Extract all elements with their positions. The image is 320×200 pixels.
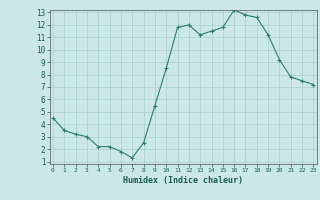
X-axis label: Humidex (Indice chaleur): Humidex (Indice chaleur) [123, 176, 243, 185]
